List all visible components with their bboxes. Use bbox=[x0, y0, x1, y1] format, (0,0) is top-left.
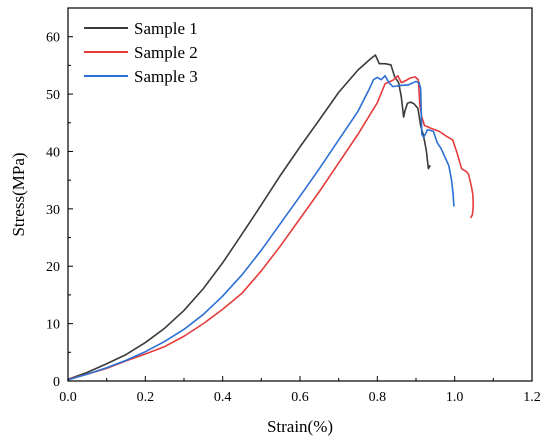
x-tick-label: 0.0 bbox=[59, 390, 77, 405]
series-line-3 bbox=[67, 74, 455, 381]
legend-label-1: Sample 1 bbox=[134, 19, 198, 38]
x-axis-title: Strain(%) bbox=[267, 417, 333, 436]
y-tick-label: 30 bbox=[46, 203, 60, 218]
series-layer bbox=[67, 54, 475, 381]
axes-layer bbox=[67, 7, 533, 382]
y-tick-label: 10 bbox=[46, 318, 60, 333]
x-tick-label: 1.0 bbox=[446, 390, 464, 405]
x-tick-label: 1.2 bbox=[523, 390, 541, 405]
y-tick-label: 60 bbox=[46, 31, 60, 46]
legend-label-2: Sample 2 bbox=[134, 43, 198, 62]
legend: Sample 1 Sample 2 Sample 3 bbox=[84, 19, 198, 86]
series-line-2 bbox=[67, 74, 475, 381]
y-axis-title: Stress(MPa) bbox=[9, 152, 28, 236]
y-tick-label: 20 bbox=[46, 260, 60, 275]
plot-frame bbox=[67, 7, 533, 382]
y-tick-label: 0 bbox=[53, 375, 60, 390]
x-tick-label: 0.8 bbox=[369, 390, 387, 405]
x-tick-label: 0.6 bbox=[291, 390, 309, 405]
series-line-1 bbox=[67, 54, 431, 381]
ticks-layer: 0.0 0.2 0.4 0.6 0.8 1.0 1.2 0 10 20 30 40 50 60 bbox=[46, 7, 541, 405]
y-tick-label: 40 bbox=[46, 145, 60, 160]
x-tick-label: 0.4 bbox=[214, 390, 232, 405]
y-tick-label: 50 bbox=[46, 88, 60, 103]
legend-label-3: Sample 3 bbox=[134, 67, 198, 86]
x-tick-label: 0.2 bbox=[137, 390, 155, 405]
